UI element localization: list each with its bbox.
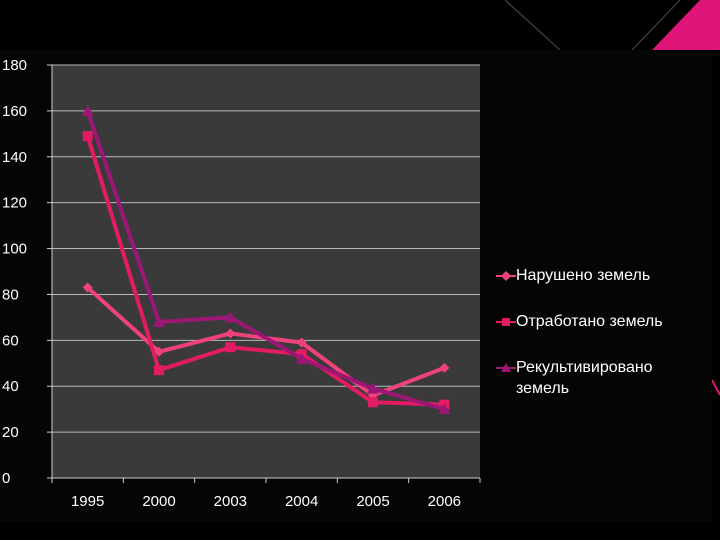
- y-tick-label: 120: [2, 195, 27, 212]
- legend-square-marker: [496, 318, 516, 326]
- legend-item-worked: Отработано земель: [496, 311, 712, 332]
- data-point-diamond: [296, 337, 307, 348]
- data-point-diamond: [225, 328, 236, 339]
- line-chart: 0 20 40 60 80 100 120 140 160 180 1995 2000 2003 2004…: [2, 57, 481, 510]
- y-tick-label: 40: [2, 378, 19, 395]
- data-point-square: [368, 397, 378, 408]
- series-line-3: [85, 108, 447, 412]
- y-tick-label: 140: [2, 149, 27, 166]
- y-tick-label: 180: [2, 57, 27, 74]
- data-point-diamond: [82, 282, 93, 293]
- x-tick-label: 2000: [142, 493, 175, 510]
- x-tick-label: 2003: [214, 493, 247, 510]
- data-point-square: [154, 365, 164, 376]
- data-point-triangle: [153, 315, 165, 327]
- x-tick-label: 2004: [285, 493, 318, 510]
- data-point-square: [82, 131, 93, 142]
- series-line-2: [85, 134, 447, 407]
- x-tick-label: 2006: [428, 493, 461, 510]
- legend-diamond-marker: [496, 271, 516, 281]
- legend-triangle-marker: [496, 363, 516, 372]
- x-tick-label: 2005: [356, 493, 389, 510]
- legend: Нарушено земель Отработано земель Рекуль…: [496, 260, 712, 397]
- data-point-triangle: [438, 403, 451, 415]
- legend-label: Рекультивировано земель: [516, 359, 653, 397]
- y-tick-label: 60: [2, 332, 19, 349]
- data-point-diamond: [439, 362, 450, 373]
- y-tick-label: 160: [2, 103, 27, 120]
- legend-label: Отработано земель: [516, 313, 663, 330]
- legend-item-recultivated: Рекультивировано земель: [496, 357, 712, 399]
- data-point-diamond: [154, 346, 164, 357]
- data-point-triangle: [81, 104, 94, 116]
- chart-slide: 0 20 40 60 80 100 120 140 160 180 1995 2000 2003 2004…: [0, 50, 712, 522]
- legend-item-violated: Нарушено земель: [496, 265, 712, 286]
- y-tick-label: 80: [2, 286, 19, 303]
- y-tick-label: 20: [2, 424, 19, 441]
- y-tick-label: 0: [2, 470, 10, 487]
- y-tick-label: 100: [2, 241, 27, 258]
- data-point-triangle: [367, 382, 379, 394]
- x-tick-label: 1995: [71, 493, 104, 510]
- data-point-triangle: [295, 352, 308, 364]
- legend-label: Нарушено земель: [516, 267, 651, 284]
- data-point-square: [225, 342, 236, 353]
- plot-area: [52, 65, 480, 478]
- data-point-triangle: [224, 311, 237, 323]
